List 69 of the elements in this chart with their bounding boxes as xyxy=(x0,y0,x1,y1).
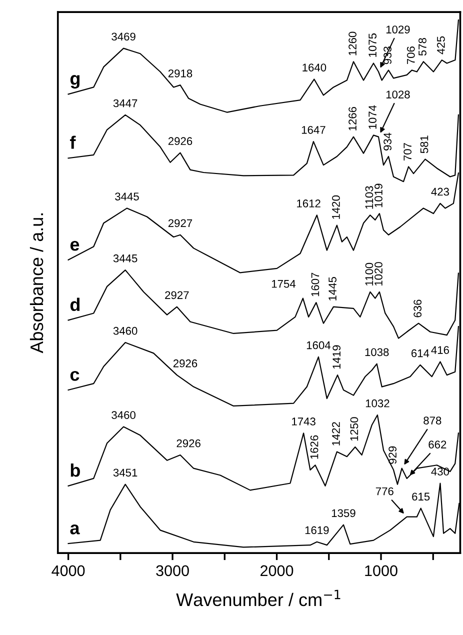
annotation: 1640 xyxy=(302,64,326,72)
annotation: 581 xyxy=(420,136,428,154)
annotation: 1607 xyxy=(311,272,320,296)
x-tick-label: 1000 xyxy=(365,565,398,576)
series-label: d xyxy=(70,298,80,312)
annotation: 3445 xyxy=(115,192,139,200)
series-label: a xyxy=(70,524,80,534)
annotation: 1074 xyxy=(368,105,376,129)
annotation: 1266 xyxy=(348,107,356,130)
annotation: 2927 xyxy=(165,291,189,300)
annotation: 1743 xyxy=(292,418,316,426)
annotation: 2927 xyxy=(168,219,192,228)
annotation: 1612 xyxy=(297,200,320,208)
annotation: 1754 xyxy=(272,280,296,288)
annotation: 615 xyxy=(412,492,430,501)
annotation: 614 xyxy=(411,349,430,358)
annotation: 1250 xyxy=(350,417,358,441)
annotation: 1032 xyxy=(366,399,390,408)
series-label: e xyxy=(70,240,80,251)
annotation: 3460 xyxy=(112,411,136,420)
annotation: 1103 xyxy=(365,186,374,209)
annotation: 3469 xyxy=(112,32,136,41)
annotation: 1038 xyxy=(365,348,389,356)
annotation: 1019 xyxy=(374,184,382,208)
annotation: 1260 xyxy=(348,32,356,56)
annotation: 1422 xyxy=(332,422,340,446)
annotation: 1619 xyxy=(305,526,329,534)
annotation: 1420 xyxy=(332,195,340,219)
annotation: 1419 xyxy=(332,345,341,369)
y-axis-title: Absorbance / a.u. xyxy=(30,213,44,354)
annotation: 2926 xyxy=(176,439,200,448)
annotation: 878 xyxy=(424,416,442,424)
annotation: 706 xyxy=(406,46,415,64)
series-label: b xyxy=(70,464,80,477)
annotation: 430 xyxy=(431,468,450,476)
annotation: 3445 xyxy=(113,254,138,262)
annotation: 1075 xyxy=(368,33,376,57)
annotation: 578 xyxy=(418,38,426,56)
x-tick-label: 2000 xyxy=(260,565,294,576)
annotation: 3451 xyxy=(113,468,138,477)
annotation: 3460 xyxy=(113,326,138,335)
annotation: 425 xyxy=(436,36,445,54)
series-label: f xyxy=(70,136,76,149)
annotation: 2926 xyxy=(168,137,192,146)
annotation: 929 xyxy=(388,446,396,464)
annotation: 934 xyxy=(384,132,392,150)
annotation: 1100 xyxy=(365,262,374,286)
annotation: 636 xyxy=(414,300,422,318)
annotation: 423 xyxy=(431,188,449,196)
series-label: g xyxy=(70,75,80,89)
annotation: 3447 xyxy=(113,99,138,108)
annotation: 416 xyxy=(431,346,449,354)
annotation: 1029 xyxy=(386,26,410,34)
series-label: c xyxy=(70,370,80,381)
x-axis-title: Wavenumber / cm$^{−1}$ xyxy=(176,590,340,606)
annotation: 1020 xyxy=(374,262,382,286)
annotation: 2918 xyxy=(168,69,192,78)
annotation: 776 xyxy=(376,487,394,496)
annotation: 1647 xyxy=(302,126,326,134)
x-tick-label: 3000 xyxy=(156,565,189,576)
annotation: 662 xyxy=(428,440,446,448)
annotation: 1028 xyxy=(386,90,410,98)
annotation: 1359 xyxy=(332,509,356,518)
annotation: 1604 xyxy=(306,341,330,350)
annotation: 2926 xyxy=(173,359,198,368)
annotation: 1626 xyxy=(310,435,318,459)
x-tick-label: 4000 xyxy=(52,565,85,576)
annotation: 707 xyxy=(404,143,412,161)
annotation: 1445 xyxy=(328,277,336,300)
